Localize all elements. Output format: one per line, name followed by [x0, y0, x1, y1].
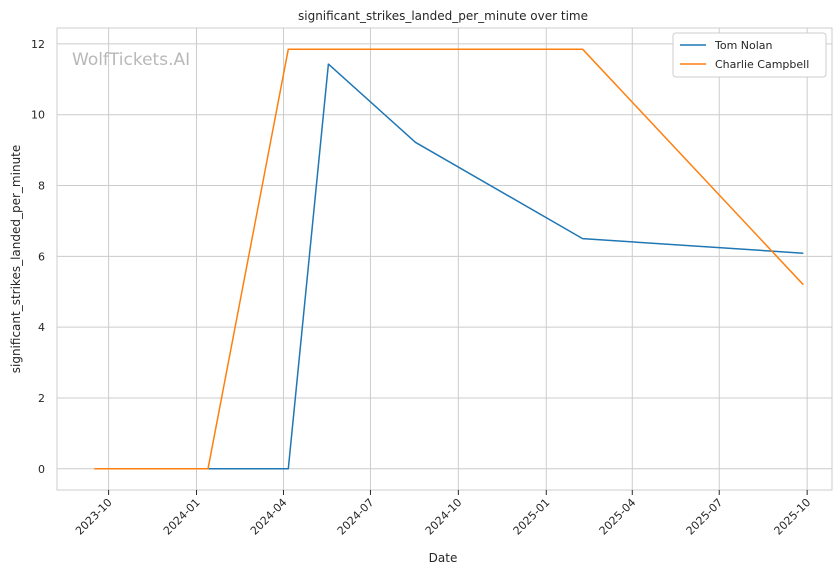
x-tick-label: 2024-10 — [423, 496, 465, 538]
legend-label: Tom Nolan — [714, 39, 773, 52]
y-tick-label: 12 — [31, 38, 45, 51]
plot-area — [56, 27, 833, 491]
y-tick-label: 2 — [38, 392, 45, 405]
x-tick-label: 2025-01 — [511, 496, 553, 538]
x-tick-label: 2024-04 — [248, 496, 290, 538]
legend: Tom Nolan Charlie Campbell — [672, 32, 827, 78]
y-tick-label: 0 — [38, 463, 45, 476]
series-line-1 — [94, 48, 804, 470]
x-tick-label: 2025-04 — [597, 496, 639, 538]
y-tick-label: 8 — [38, 180, 45, 193]
legend-box — [672, 32, 827, 78]
grid — [57, 28, 832, 490]
legend-label: Charlie Campbell — [715, 58, 809, 71]
series-layer — [94, 48, 804, 470]
x-tick-label: 2025-07 — [684, 496, 726, 538]
series-line-0 — [208, 63, 804, 470]
y-tick-label: 4 — [38, 321, 45, 334]
y-axis-label: significant_strikes_landed_per_minute — [9, 145, 23, 374]
x-tick-label: 2023-10 — [73, 496, 115, 538]
x-tick-label: 2025-10 — [772, 496, 814, 538]
x-axis-label: Date — [429, 551, 458, 565]
x-tick-label: 2024-07 — [335, 496, 377, 538]
y-tick-label: 10 — [31, 109, 45, 122]
x-tick-label: 2024-01 — [161, 496, 203, 538]
y-axis-ticks: 0 2 4 6 8 10 12 — [31, 38, 45, 476]
x-axis-ticks: 2023-10 2024-01 2024-04 2024-07 2024-10 2025-… — [73, 490, 813, 538]
chart-title: significant_strikes_landed_per_minute ov… — [298, 9, 588, 23]
watermark: WolfTickets.AI — [72, 50, 190, 70]
y-tick-label: 6 — [38, 250, 45, 263]
